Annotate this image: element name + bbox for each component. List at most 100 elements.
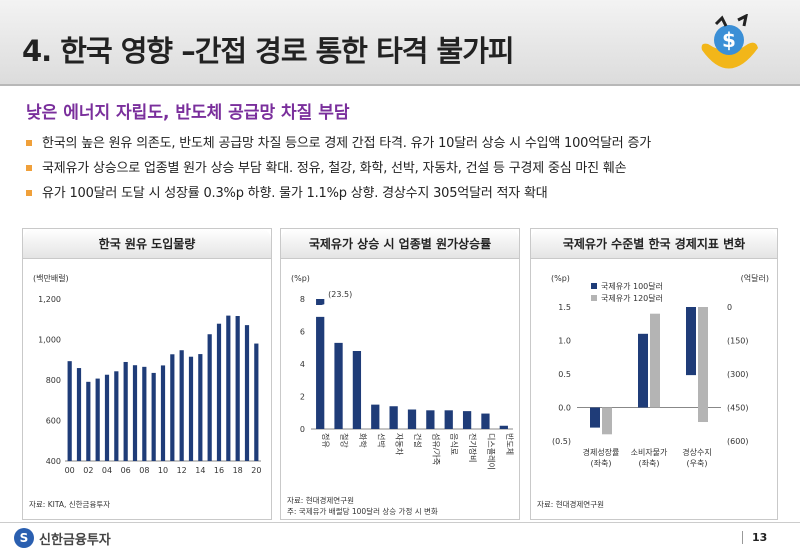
bar bbox=[114, 371, 119, 461]
bar bbox=[226, 315, 231, 461]
x-tick-label: 경상수지 bbox=[682, 447, 711, 457]
x-tick-label: 정유 bbox=[321, 433, 331, 448]
y-axis-label: (%p) bbox=[291, 274, 310, 283]
y-axis-label: (백만배럴) bbox=[33, 273, 69, 283]
bar bbox=[179, 350, 184, 461]
x-tick-label: 08 bbox=[139, 466, 149, 475]
page-title: 4. 한국 영향 –간접 경로 통한 타격 불가피 bbox=[22, 34, 515, 68]
chart-source: 자료: 현대경제연구원 bbox=[287, 496, 355, 505]
y-tick-label: 1.5 bbox=[558, 303, 571, 312]
y-tick-label: 1,000 bbox=[38, 336, 61, 345]
bar bbox=[95, 378, 100, 461]
axis-break-mark bbox=[314, 304, 326, 309]
bar bbox=[244, 325, 250, 461]
mascot-logo: $ bbox=[701, 14, 758, 69]
y-right-tick-label: (150) bbox=[727, 337, 749, 346]
bullet-text: 한국의 높은 원유 의존도, 반도체 공급망 차질 등으로 경제 간접 타격. … bbox=[42, 136, 651, 151]
legend-label: 국제유가 100달러 bbox=[601, 282, 663, 291]
bar bbox=[352, 351, 362, 429]
y-axis-label: (%p) bbox=[551, 274, 570, 283]
bar bbox=[602, 407, 612, 435]
crude-import-chart: (백만배럴) 400 600 800 1,000 1,200 00 02 04 06 08 10 12 1… bbox=[33, 273, 261, 475]
bar bbox=[462, 411, 472, 429]
x-tick-label: 18 bbox=[233, 466, 243, 475]
x-tick-label: 00 bbox=[65, 466, 75, 475]
bar bbox=[160, 365, 166, 461]
bar bbox=[123, 361, 128, 461]
bar bbox=[170, 354, 175, 461]
bar bbox=[76, 368, 82, 461]
x-tick-label: 건설 bbox=[413, 433, 423, 448]
y-tick-label: 4 bbox=[300, 360, 305, 369]
chart-panel-crude-imports: 한국 원유 도입물량 (백만배럴) 400 600 800 1,000 1,200 00 02… bbox=[22, 228, 272, 520]
y-tick-label: (0.5) bbox=[552, 437, 571, 446]
y-tick-label: 2 bbox=[300, 393, 305, 402]
bar bbox=[132, 365, 138, 461]
x-tick-label: 섬유/가죽 bbox=[431, 433, 441, 465]
x-tick-label: 04 bbox=[102, 466, 112, 475]
x-tick-label: (좌축) bbox=[639, 459, 660, 468]
x-tick-label: 소비자물가 bbox=[631, 448, 668, 457]
legend-swatch bbox=[591, 283, 597, 289]
y-tick-label: 0.0 bbox=[558, 404, 571, 413]
page-separator bbox=[742, 531, 743, 544]
bullet-item: 한국의 높은 원유 의존도, 반도체 공급망 차질 등으로 경제 간접 타격. … bbox=[26, 131, 796, 156]
x-tick-label: 선박 bbox=[376, 433, 386, 448]
bar-overflow-cap bbox=[316, 299, 325, 305]
bar bbox=[216, 323, 222, 461]
bar bbox=[389, 406, 398, 429]
svg-text:$: $ bbox=[722, 28, 736, 52]
chart-source: 자료: 현대경제연구원 bbox=[537, 500, 605, 509]
bar bbox=[426, 410, 435, 429]
chart-panel-industry-cost: 국제유가 상승 시 업종별 원가상승률 (%p) 0 2 4 6 8 정유 철강 화학 선박 자동차… bbox=[280, 228, 520, 520]
bar bbox=[371, 404, 380, 429]
x-tick-label: 자동차 bbox=[395, 433, 404, 456]
company-logo: S 신한금융투자 bbox=[14, 526, 111, 550]
chart-note: 주: 국제유가 배럴당 100달러 상승 가정 시 변화 bbox=[287, 507, 438, 516]
y-tick-label: 1.0 bbox=[558, 337, 571, 346]
macro-indicator-chart: (%p) (억달러) (0.5) 0.0 0.5 1.0 1.5 (600) (450) (300… bbox=[551, 273, 769, 468]
bar bbox=[407, 409, 417, 429]
bar bbox=[650, 313, 660, 408]
bar bbox=[86, 381, 91, 461]
bullet-text: 국제유가 상승으로 업종별 원가 상승 부담 확대. 정유, 철강, 화학, 선… bbox=[42, 161, 627, 176]
y-tick-label: 0.5 bbox=[558, 370, 571, 379]
x-tick-label: 14 bbox=[195, 466, 205, 475]
x-tick-label: 음식료 bbox=[450, 433, 459, 455]
y-axis-right-label: (억달러) bbox=[741, 273, 769, 283]
y-tick-label: 6 bbox=[300, 328, 305, 337]
legend-label: 국제유가 120달러 bbox=[601, 294, 663, 303]
chart-source: 자료: KITA, 신한금융투자 bbox=[29, 500, 111, 509]
x-tick-label: 16 bbox=[214, 466, 224, 475]
bar bbox=[590, 407, 600, 428]
bar bbox=[638, 333, 648, 408]
bullet-item: 유가 100달러 도달 시 성장률 0.3%p 하향. 물가 1.1%p 상향.… bbox=[26, 181, 796, 206]
bar bbox=[481, 413, 490, 429]
chart-title: 국제유가 수준별 한국 경제지표 변화 bbox=[531, 229, 777, 259]
y-tick-label: 0 bbox=[300, 425, 305, 434]
x-tick-label: 전기장비 bbox=[468, 433, 478, 462]
x-tick-label: 12 bbox=[177, 466, 187, 475]
bar bbox=[188, 356, 194, 461]
bar bbox=[316, 316, 325, 429]
bullet-item: 국제유가 상승으로 업종별 원가 상승 부담 확대. 정유, 철강, 화학, 선… bbox=[26, 156, 796, 181]
y-tick-label: 600 bbox=[46, 417, 61, 426]
y-tick-label: 800 bbox=[46, 376, 61, 385]
x-tick-label: (좌축) bbox=[591, 459, 612, 468]
bar bbox=[698, 307, 708, 423]
logo-text: 신한금융투자 bbox=[39, 532, 111, 548]
bar bbox=[142, 366, 147, 461]
page-number: 13 bbox=[752, 531, 768, 544]
bullet-text: 유가 100달러 도달 시 성장률 0.3%p 하향. 물가 1.1%p 상향.… bbox=[42, 186, 548, 201]
x-tick-label: 화학 bbox=[358, 433, 368, 448]
y-tick-label: 1,200 bbox=[38, 295, 61, 304]
bar bbox=[207, 334, 212, 461]
y-tick-label: 400 bbox=[46, 457, 61, 466]
bar bbox=[67, 361, 72, 461]
y-right-tick-label: (600) bbox=[727, 437, 749, 446]
data-label: (23.5) bbox=[328, 290, 352, 299]
x-tick-label: 철강 bbox=[340, 433, 350, 448]
y-tick-label: 8 bbox=[300, 295, 305, 304]
footer-divider bbox=[0, 522, 800, 523]
bar bbox=[444, 410, 453, 429]
